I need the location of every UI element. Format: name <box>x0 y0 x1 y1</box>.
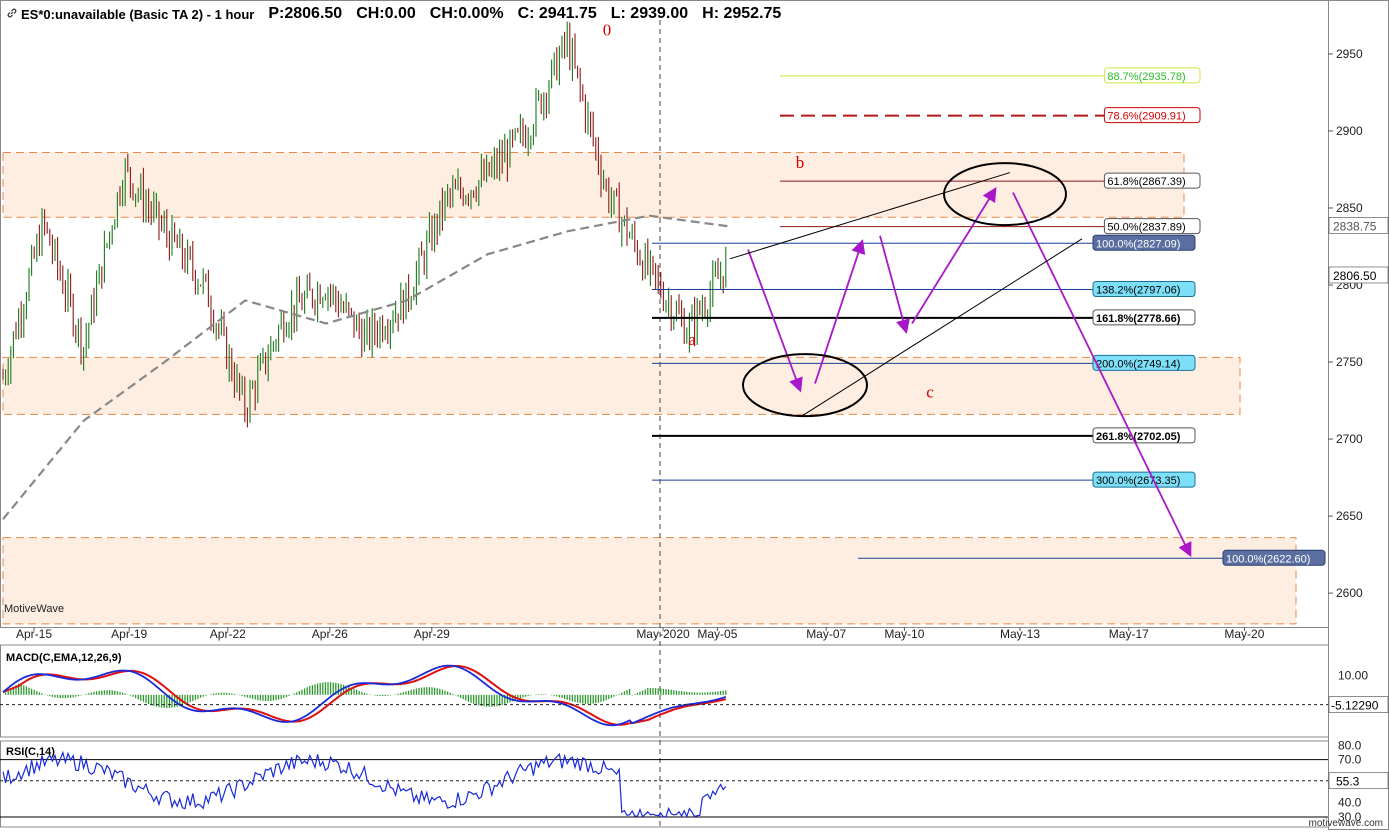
wave-label: 0 <box>603 20 612 39</box>
price-tick-label: 2850 <box>1336 201 1363 215</box>
change-percent-readout: CH:0.00% <box>429 5 504 22</box>
wave-label: b <box>796 153 805 172</box>
rsi-tick-label: 80.0 <box>1338 738 1362 752</box>
macd-panel-frame <box>0 644 1329 738</box>
date-tick-label: Apr-26 <box>312 627 348 641</box>
ma-value-badge: 2838.75 <box>1333 219 1377 233</box>
close-readout: C: 2941.75 <box>517 5 597 22</box>
fib-level-badge <box>1103 172 1201 189</box>
fib-level-badge <box>1092 354 1196 371</box>
date-tick-label: May-17 <box>1109 627 1149 641</box>
fib-level-label: 100.0%(2622.60) <box>1226 553 1310 565</box>
macd-signal-line <box>2 665 727 726</box>
support-resistance-zone <box>2 356 1241 415</box>
moving-average-line <box>2 214 731 520</box>
projection-arrow <box>814 239 866 384</box>
wave-label: a <box>688 330 696 349</box>
fib-level-badge <box>1103 67 1201 84</box>
fib-level-badge <box>1092 427 1196 444</box>
date-tick-label: May-07 <box>806 627 846 641</box>
wave-label: c <box>926 382 934 401</box>
change-readout: CH:0.00 <box>356 5 416 22</box>
price-tick-label: 2750 <box>1336 355 1363 369</box>
projection-arrow <box>911 187 997 324</box>
fib-level-badge <box>1092 234 1196 251</box>
fib-level-label: 50.0%(2837.89) <box>1107 222 1185 234</box>
footer-watermark: motivewave.com <box>1308 818 1383 829</box>
fib-level-badge <box>1092 471 1196 488</box>
candles-group <box>2 21 727 428</box>
price-axis-frame <box>1328 0 1389 830</box>
macd-line <box>2 664 727 727</box>
date-tick-label: Apr-15 <box>16 627 52 641</box>
fib-level-badge <box>1103 107 1201 124</box>
projection-arrow <box>747 249 803 393</box>
trendline-lower <box>801 238 1083 417</box>
price-tick-label: 2600 <box>1336 586 1363 600</box>
fib-level-label: 100.0%(2827.09) <box>1096 238 1180 250</box>
watermark-label: MotiveWave <box>4 603 65 615</box>
date-tick-label: May-13 <box>1000 627 1040 641</box>
rsi-tick-label: 70.0 <box>1338 753 1362 767</box>
support-resistance-zone <box>2 537 1297 625</box>
fib-level-label: 161.8%(2778.66) <box>1096 313 1181 325</box>
date-tick-label: May-2020 <box>636 627 690 641</box>
date-tick-label: May-10 <box>884 627 924 641</box>
symbol-title[interactable]: ES*0:unavailable (Basic TA 2) - 1 hour <box>6 7 254 22</box>
high-readout: H: 2952.75 <box>702 5 782 22</box>
date-tick-label: Apr-19 <box>111 627 147 641</box>
fib-level-label: 200.0%(2749.14) <box>1096 358 1180 370</box>
fib-level-label: 78.6%(2909.91) <box>1107 111 1185 123</box>
current-price-badge-bg <box>1328 266 1389 284</box>
chart-header: ES*0:unavailable (Basic TA 2) - 1 hour P… <box>6 4 781 24</box>
low-readout: L: 2939.00 <box>610 5 689 22</box>
support-resistance-zone <box>2 152 1185 218</box>
price-tick-label: 2700 <box>1336 432 1363 446</box>
fib-level-label: 88.7%(2935.78) <box>1107 71 1185 83</box>
macd-value-badge: -5.12290 <box>1331 699 1379 713</box>
projection-arrow <box>1012 192 1192 558</box>
rsi-tick-label: 40.0 <box>1338 796 1362 810</box>
price-readout: P:2806.50 <box>268 5 343 22</box>
macd-tick-label: 10.00 <box>1338 669 1368 683</box>
fib-level-badge <box>1103 218 1201 235</box>
current-price-badge: 2806.50 <box>1333 269 1377 283</box>
rsi-title: RSI(C,14) <box>6 746 55 758</box>
fib-level-badge <box>1222 549 1326 566</box>
fib-level-label: 61.8%(2867.39) <box>1107 176 1185 188</box>
link-icon <box>7 8 17 17</box>
price-tick-label: 2900 <box>1336 124 1363 138</box>
rsi-value-badge-bg <box>1328 772 1389 790</box>
target-ellipse <box>943 162 1067 227</box>
rsi-value-badge: 55.3 <box>1336 775 1360 789</box>
date-tick-label: May-05 <box>697 627 737 641</box>
date-tick-label: Apr-22 <box>210 627 246 641</box>
rsi-tick-label: 30.0 <box>1338 810 1362 824</box>
fib-level-label: 300.0%(2673.35) <box>1096 475 1180 487</box>
price-tick-label: 2950 <box>1336 47 1363 61</box>
trendline-upper <box>729 172 1011 260</box>
ma-value-badge-bg <box>1328 217 1389 234</box>
rsi-panel-frame <box>0 740 1329 828</box>
projection-arrow <box>879 235 910 334</box>
macd-value-badge-bg <box>1328 696 1389 713</box>
date-tick-label: May-20 <box>1224 627 1264 641</box>
fib-level-label: 138.2%(2797.06) <box>1096 285 1180 297</box>
rsi-line <box>2 750 727 819</box>
symbol-label: ES*0:unavailable (Basic TA 2) - 1 hour <box>21 6 255 22</box>
macd-title: MACD(C,EMA,12,26,9) <box>6 652 122 664</box>
fib-level-label: 261.8%(2702.05) <box>1096 431 1181 443</box>
date-tick-label: Apr-29 <box>414 627 450 641</box>
fib-level-badge <box>1092 309 1196 326</box>
price-tick-label: 2650 <box>1336 509 1363 523</box>
target-ellipse <box>742 353 868 418</box>
fib-level-badge <box>1092 281 1196 298</box>
